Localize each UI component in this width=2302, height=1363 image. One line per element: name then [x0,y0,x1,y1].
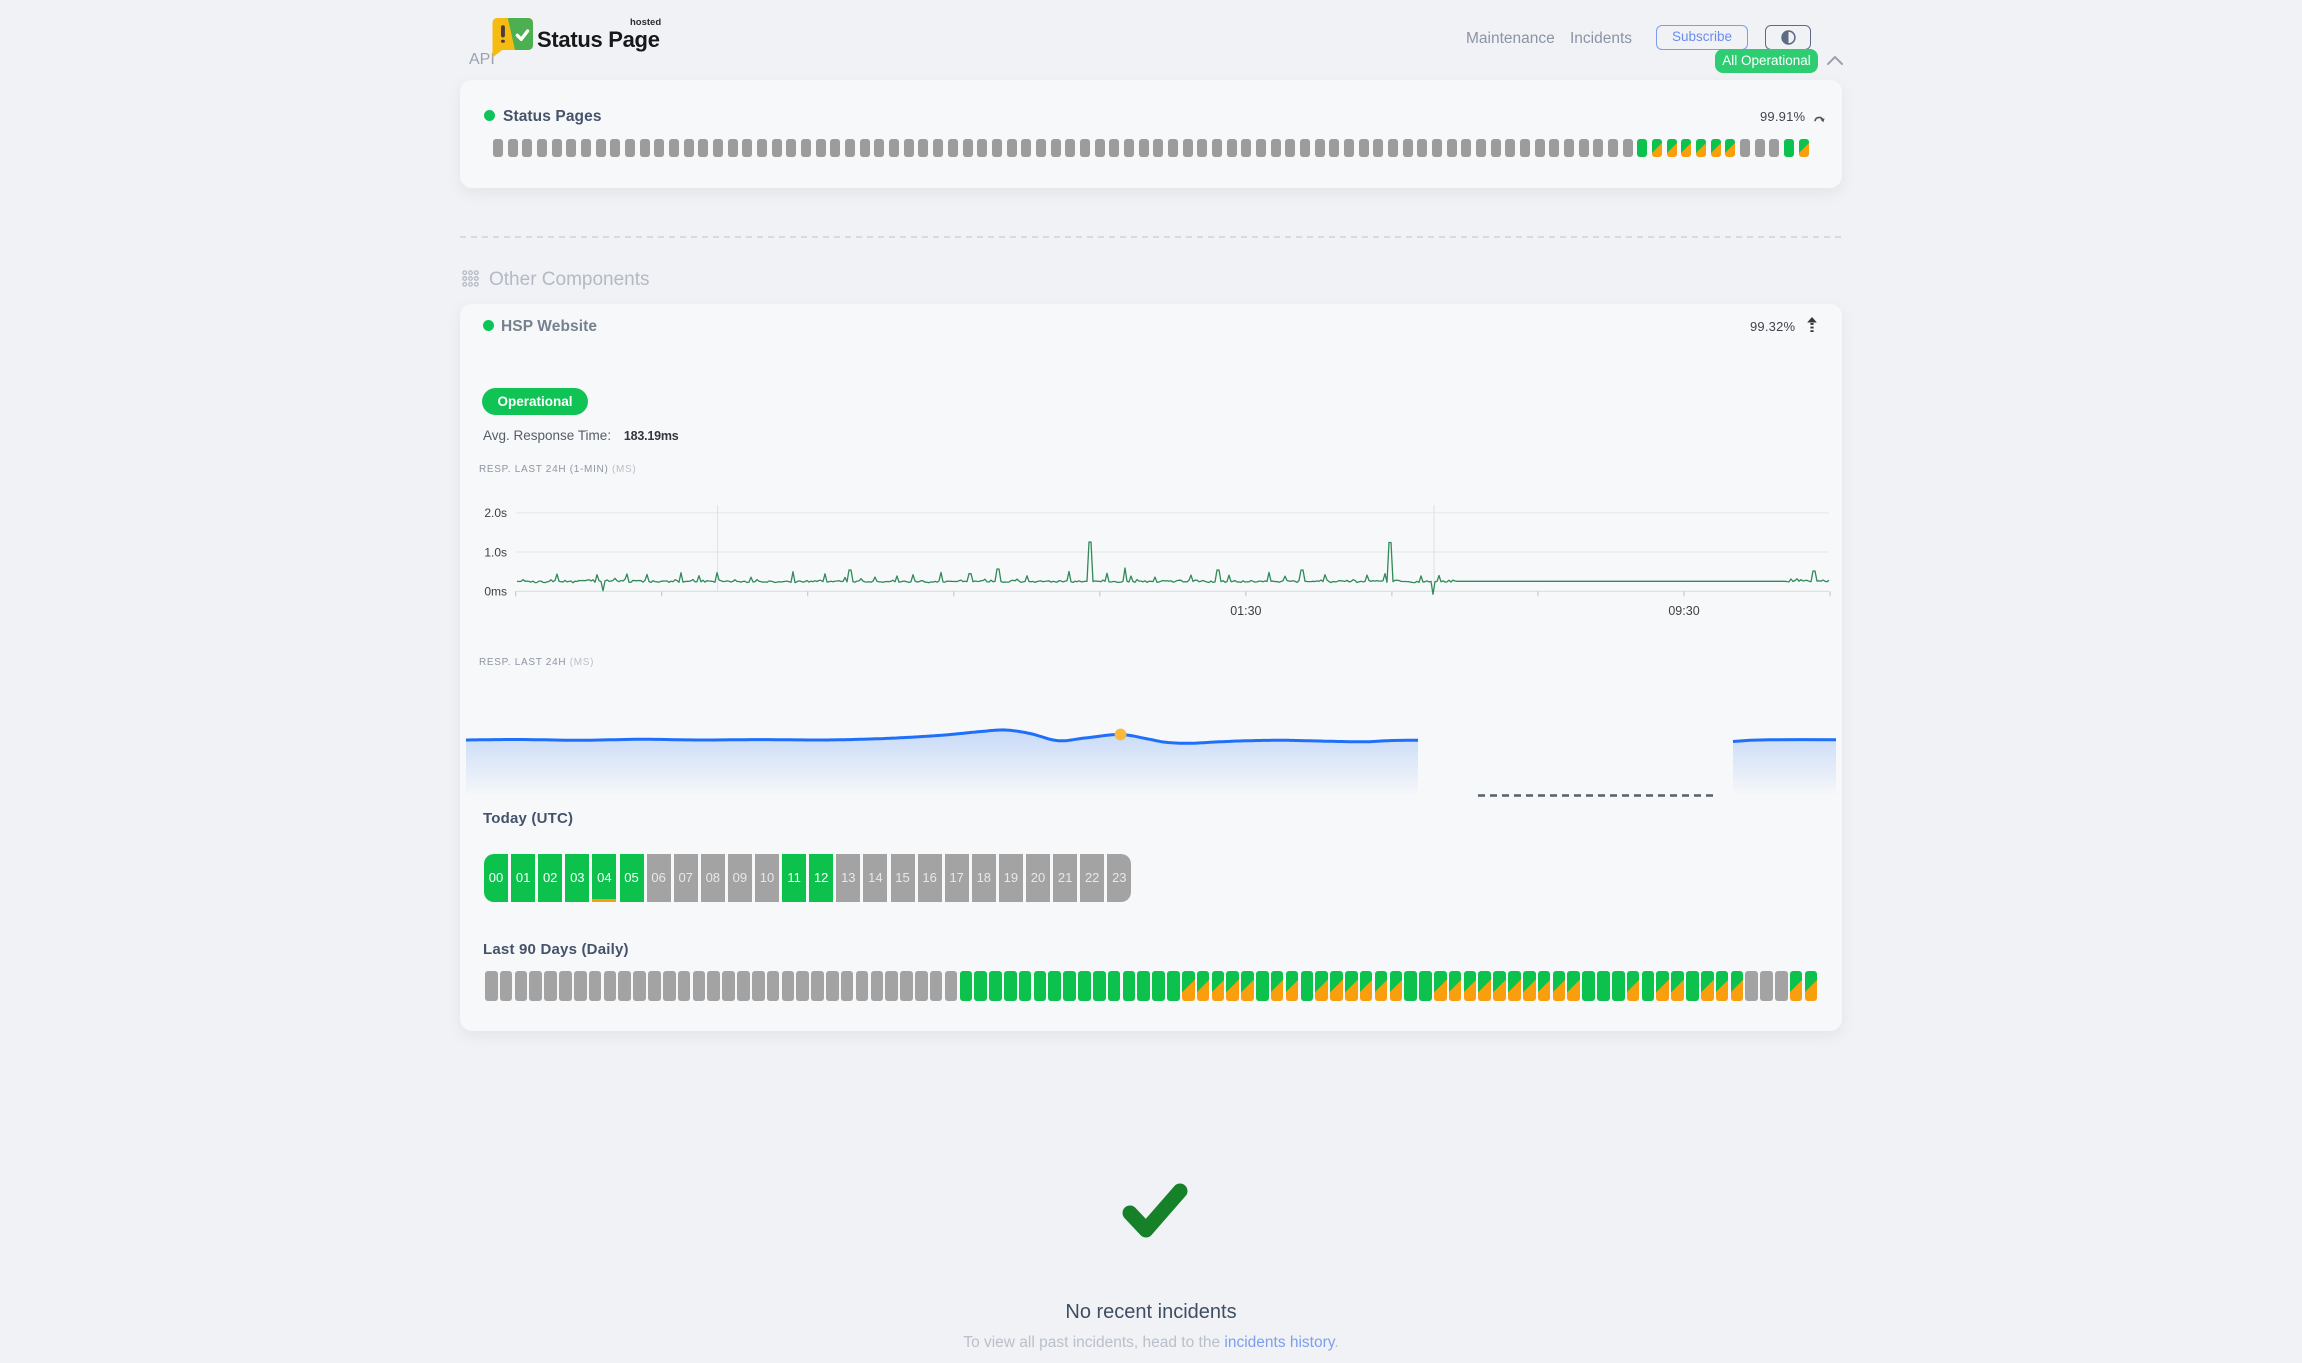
svg-text:09:30: 09:30 [1668,604,1699,618]
svg-text:0ms: 0ms [484,585,507,599]
svg-text:2.0s: 2.0s [484,506,507,520]
svg-text:1.0s: 1.0s [484,546,507,560]
svg-text:01:30: 01:30 [1230,604,1261,618]
